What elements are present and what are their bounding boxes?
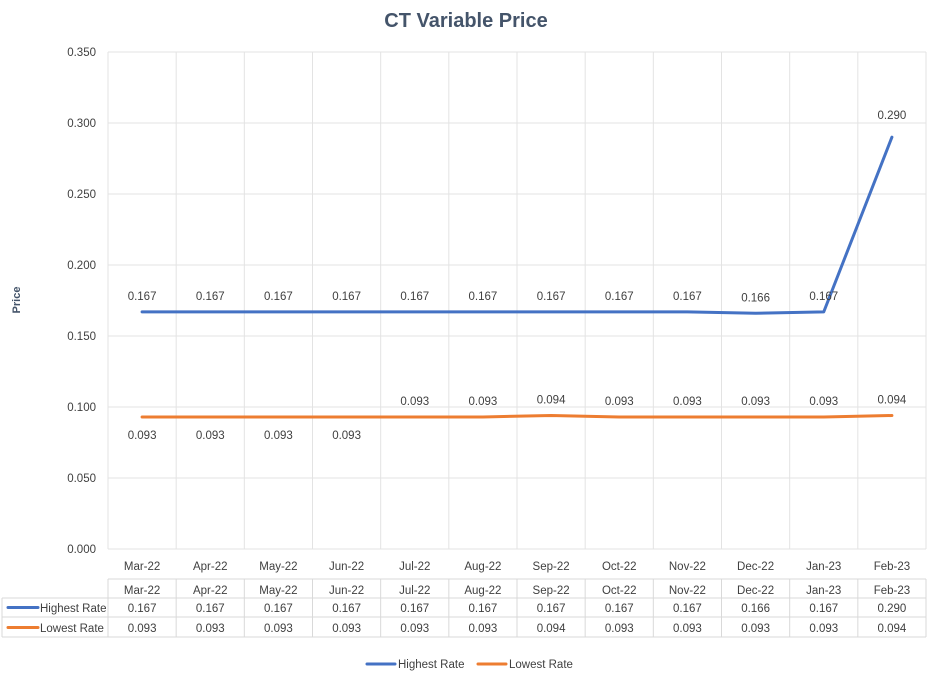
table-value-cell: 0.093 (741, 623, 770, 635)
data-label: 0.093 (605, 396, 634, 408)
data-label: 0.167 (264, 291, 293, 303)
data-table: Mar-22 Apr-22 May-22 Jun-22 Jul-22 Aug-22 Sep-… (1, 578, 927, 638)
data-label: 0.093 (264, 430, 293, 442)
table-header-cell: May-22 (259, 585, 297, 597)
data-label: 0.093 (196, 430, 225, 442)
x-tick-label: May-22 (259, 561, 297, 573)
data-label: 0.167 (809, 291, 838, 303)
table-value-cell: 0.093 (469, 623, 498, 635)
data-label: 0.167 (469, 291, 498, 303)
data-label: 0.094 (878, 395, 907, 407)
table-value-cell: 0.093 (605, 623, 634, 635)
data-label: 0.167 (196, 291, 225, 303)
data-label: 0.290 (878, 110, 907, 122)
table-value-cell: 0.093 (128, 623, 157, 635)
data-label: 0.167 (128, 291, 157, 303)
table-value-cell: 0.290 (878, 603, 907, 615)
x-tick-label: Jun-22 (329, 561, 364, 573)
table-value-cell: 0.166 (741, 603, 770, 615)
data-label: 0.167 (673, 291, 702, 303)
y-tick-label: 0.100 (67, 402, 96, 414)
y-tick-label: 0.200 (67, 260, 96, 272)
series-line-lowest-rate (140, 414, 894, 419)
y-tick-label: 0.000 (67, 544, 96, 556)
table-value-cell: 0.094 (878, 623, 907, 635)
gridlines (107, 51, 927, 550)
table-header-cell: Aug-22 (464, 585, 501, 597)
table-header-cell: Jan-23 (806, 585, 841, 597)
table-header-cell: Jun-22 (329, 585, 364, 597)
x-tick-label: Apr-22 (193, 561, 228, 573)
x-tick-label: Nov-22 (669, 561, 706, 573)
data-label: 0.094 (537, 395, 566, 407)
data-label: 0.093 (332, 430, 361, 442)
data-label: 0.167 (537, 291, 566, 303)
table-series-name: Lowest Rate (40, 623, 104, 635)
x-tick-label: Jan-23 (806, 561, 841, 573)
table-value-cell: 0.093 (332, 623, 361, 635)
table-value-cell: 0.167 (469, 603, 498, 615)
table-value-cell: 0.094 (537, 623, 566, 635)
x-tick-label: Aug-22 (464, 561, 501, 573)
table-value-cell: 0.093 (400, 623, 429, 635)
table-header-cell: Oct-22 (602, 585, 637, 597)
data-label: 0.093 (128, 430, 157, 442)
data-label: 0.166 (741, 292, 770, 304)
y-axis-ticks: 0.000 0.050 0.100 0.150 0.200 0.250 0.300 0.350 (67, 47, 96, 556)
table-value-cell: 0.093 (264, 623, 293, 635)
table-value-cell: 0.167 (196, 603, 225, 615)
table-value-cell: 0.167 (537, 603, 566, 615)
table-value-cell: 0.167 (264, 603, 293, 615)
data-label: 0.167 (332, 291, 361, 303)
table-series-name: Highest Rate (40, 603, 106, 615)
y-tick-label: 0.050 (67, 473, 96, 485)
x-tick-label: Oct-22 (602, 561, 637, 573)
x-axis-ticks: Mar-22 Apr-22 May-22 Jun-22 Jul-22 Aug-22 Sep-… (124, 561, 910, 573)
table-header-cell: Sep-22 (533, 585, 570, 597)
table-value-cell: 0.167 (673, 603, 702, 615)
data-label: 0.093 (741, 396, 770, 408)
y-tick-label: 0.150 (67, 331, 96, 343)
table-header-cell: Mar-22 (124, 585, 160, 597)
data-label: 0.167 (400, 291, 429, 303)
table-value-cell: 0.167 (400, 603, 429, 615)
y-tick-label: 0.350 (67, 47, 96, 59)
x-tick-label: Feb-23 (874, 561, 910, 573)
data-label: 0.093 (469, 396, 498, 408)
legend-label: Highest Rate (398, 659, 464, 671)
data-label: 0.093 (809, 396, 838, 408)
data-labels: 0.167 0.167 0.167 0.167 0.167 0.167 0.167 0.167… (128, 110, 907, 442)
table-value-cell: 0.167 (128, 603, 157, 615)
table-value-cell: 0.167 (809, 603, 838, 615)
y-tick-label: 0.250 (67, 189, 96, 201)
legend-label: Lowest Rate (509, 659, 573, 671)
table-header-cell: Apr-22 (193, 585, 228, 597)
y-axis-label: Price (11, 287, 23, 314)
table-header-cell: Dec-22 (737, 585, 774, 597)
data-label: 0.093 (400, 396, 429, 408)
table-header-cell: Jul-22 (399, 585, 430, 597)
table-value-cell: 0.167 (332, 603, 361, 615)
table-value-cell: 0.093 (673, 623, 702, 635)
data-label: 0.093 (673, 396, 702, 408)
x-tick-label: Jul-22 (399, 561, 430, 573)
table-value-cell: 0.093 (196, 623, 225, 635)
x-tick-label: Mar-22 (124, 561, 160, 573)
x-tick-label: Dec-22 (737, 561, 774, 573)
y-tick-label: 0.300 (67, 118, 96, 130)
table-header-cell: Feb-23 (874, 585, 910, 597)
x-tick-label: Sep-22 (533, 561, 570, 573)
table-value-cell: 0.167 (605, 603, 634, 615)
data-label: 0.167 (605, 291, 634, 303)
series-line-highest-rate (140, 135, 894, 315)
legend: Highest Rate Lowest Rate (365, 659, 573, 671)
series-lines (140, 135, 894, 419)
table-value-cell: 0.093 (809, 623, 838, 635)
chart-title: CT Variable Price (384, 10, 547, 32)
table-header-cell: Nov-22 (669, 585, 706, 597)
